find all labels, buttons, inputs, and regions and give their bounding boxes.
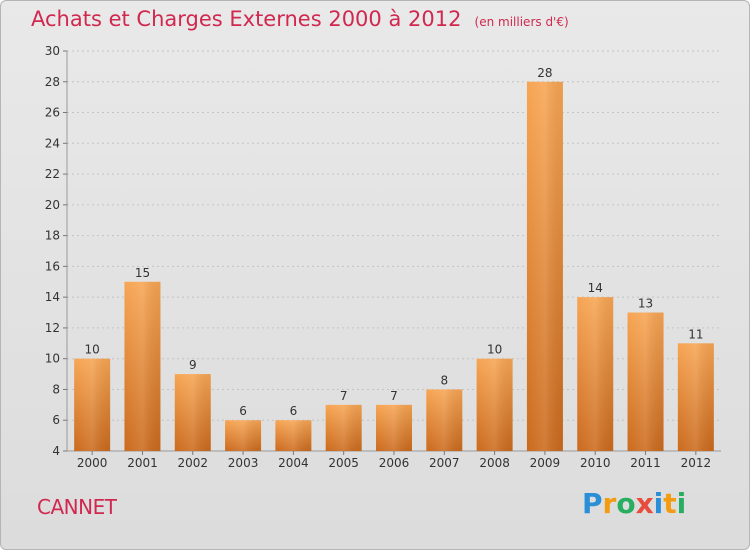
bar-highlight (577, 297, 614, 451)
bar-value-label: 9 (189, 358, 197, 372)
y-axis: 4 6 8 10 12 14 16 18 20 22 24 26 28 30 (45, 44, 721, 458)
grid-lines (67, 50, 721, 421)
y-tick-label: 6 (52, 413, 60, 427)
x-tick-label: 2000 (77, 456, 108, 470)
y-tick-label: 20 (45, 198, 60, 212)
y-tick-label: 12 (45, 321, 60, 335)
y-tick-label: 16 (45, 259, 60, 273)
logo-letter: x (635, 487, 654, 520)
logo-letter: P (582, 487, 603, 520)
y-tick-label: 10 (45, 352, 60, 366)
bar-highlight (426, 389, 463, 451)
x-tick-label: 2004 (278, 456, 309, 470)
x-tick-label: 2008 (479, 456, 510, 470)
y-tick-label: 4 (52, 444, 60, 458)
bar-value-label: 7 (340, 389, 348, 403)
y-tick-label: 26 (45, 106, 60, 120)
bar-highlight (124, 281, 161, 451)
bar-value-label: 14 (588, 281, 603, 295)
x-tick-label: 2011 (630, 456, 661, 470)
bar-value-label: 6 (239, 404, 247, 418)
x-tick-label: 2007 (429, 456, 460, 470)
logo-letter: i (676, 487, 687, 520)
bar-value-label: 8 (440, 373, 448, 387)
x-tick-label: 2002 (177, 456, 208, 470)
proxiti-logo[interactable]: Proxiti (582, 487, 686, 520)
x-tick-label: 2005 (328, 456, 359, 470)
logo-letter: i (653, 487, 664, 520)
x-axis-labels: 2000 2001 2002 2003 2004 2005 2006 2007 2008 2009… (77, 451, 711, 470)
bar-value-label: 10 (487, 343, 502, 357)
bar-value-label: 15 (135, 266, 150, 280)
bar-highlight (174, 374, 211, 451)
y-tick-label: 22 (45, 167, 60, 181)
bars: 10 15 9 6 6 7 7 8 10 28 14 13 11 (74, 66, 714, 452)
chart-title: Achats et Charges Externes 2000 à 2012 (31, 7, 462, 31)
bar-highlight (476, 358, 513, 451)
bar-value-label: 28 (537, 66, 552, 80)
x-tick-label: 2010 (580, 456, 611, 470)
x-tick-label: 2012 (681, 456, 712, 470)
x-tick-label: 2003 (228, 456, 259, 470)
bar-value-label: 10 (85, 343, 100, 357)
logo-letter: t (663, 487, 677, 520)
y-tick-label: 30 (45, 44, 60, 58)
bar-value-label: 13 (638, 297, 653, 311)
bar-value-label: 6 (290, 404, 298, 418)
x-tick-label: 2006 (379, 456, 410, 470)
bar-highlight (677, 343, 714, 451)
bar-highlight (627, 312, 664, 451)
logo-letter: o (616, 487, 636, 520)
x-tick-label: 2009 (530, 456, 561, 470)
y-tick-label: 18 (45, 229, 60, 243)
y-tick-label: 8 (52, 382, 60, 396)
y-tick-label: 14 (45, 290, 60, 304)
bar-highlight (325, 404, 362, 451)
bar-highlight (225, 420, 262, 451)
bar-highlight (275, 420, 312, 451)
chart-subtitle: (en milliers d'€) (474, 15, 569, 29)
bar-value-label: 11 (688, 327, 703, 341)
logo-letter: r (602, 487, 617, 520)
x-tick-label: 2001 (127, 456, 158, 470)
y-tick-label: 24 (45, 136, 60, 150)
bar-highlight (526, 81, 563, 452)
y-tick-label: 28 (45, 75, 60, 89)
bar-highlight (376, 404, 412, 451)
bar-value-label: 7 (390, 389, 398, 403)
bar-highlight (74, 358, 111, 451)
title-row: Achats et Charges Externes 2000 à 2012 (… (31, 7, 569, 31)
commune-name: CANNET (37, 495, 117, 519)
